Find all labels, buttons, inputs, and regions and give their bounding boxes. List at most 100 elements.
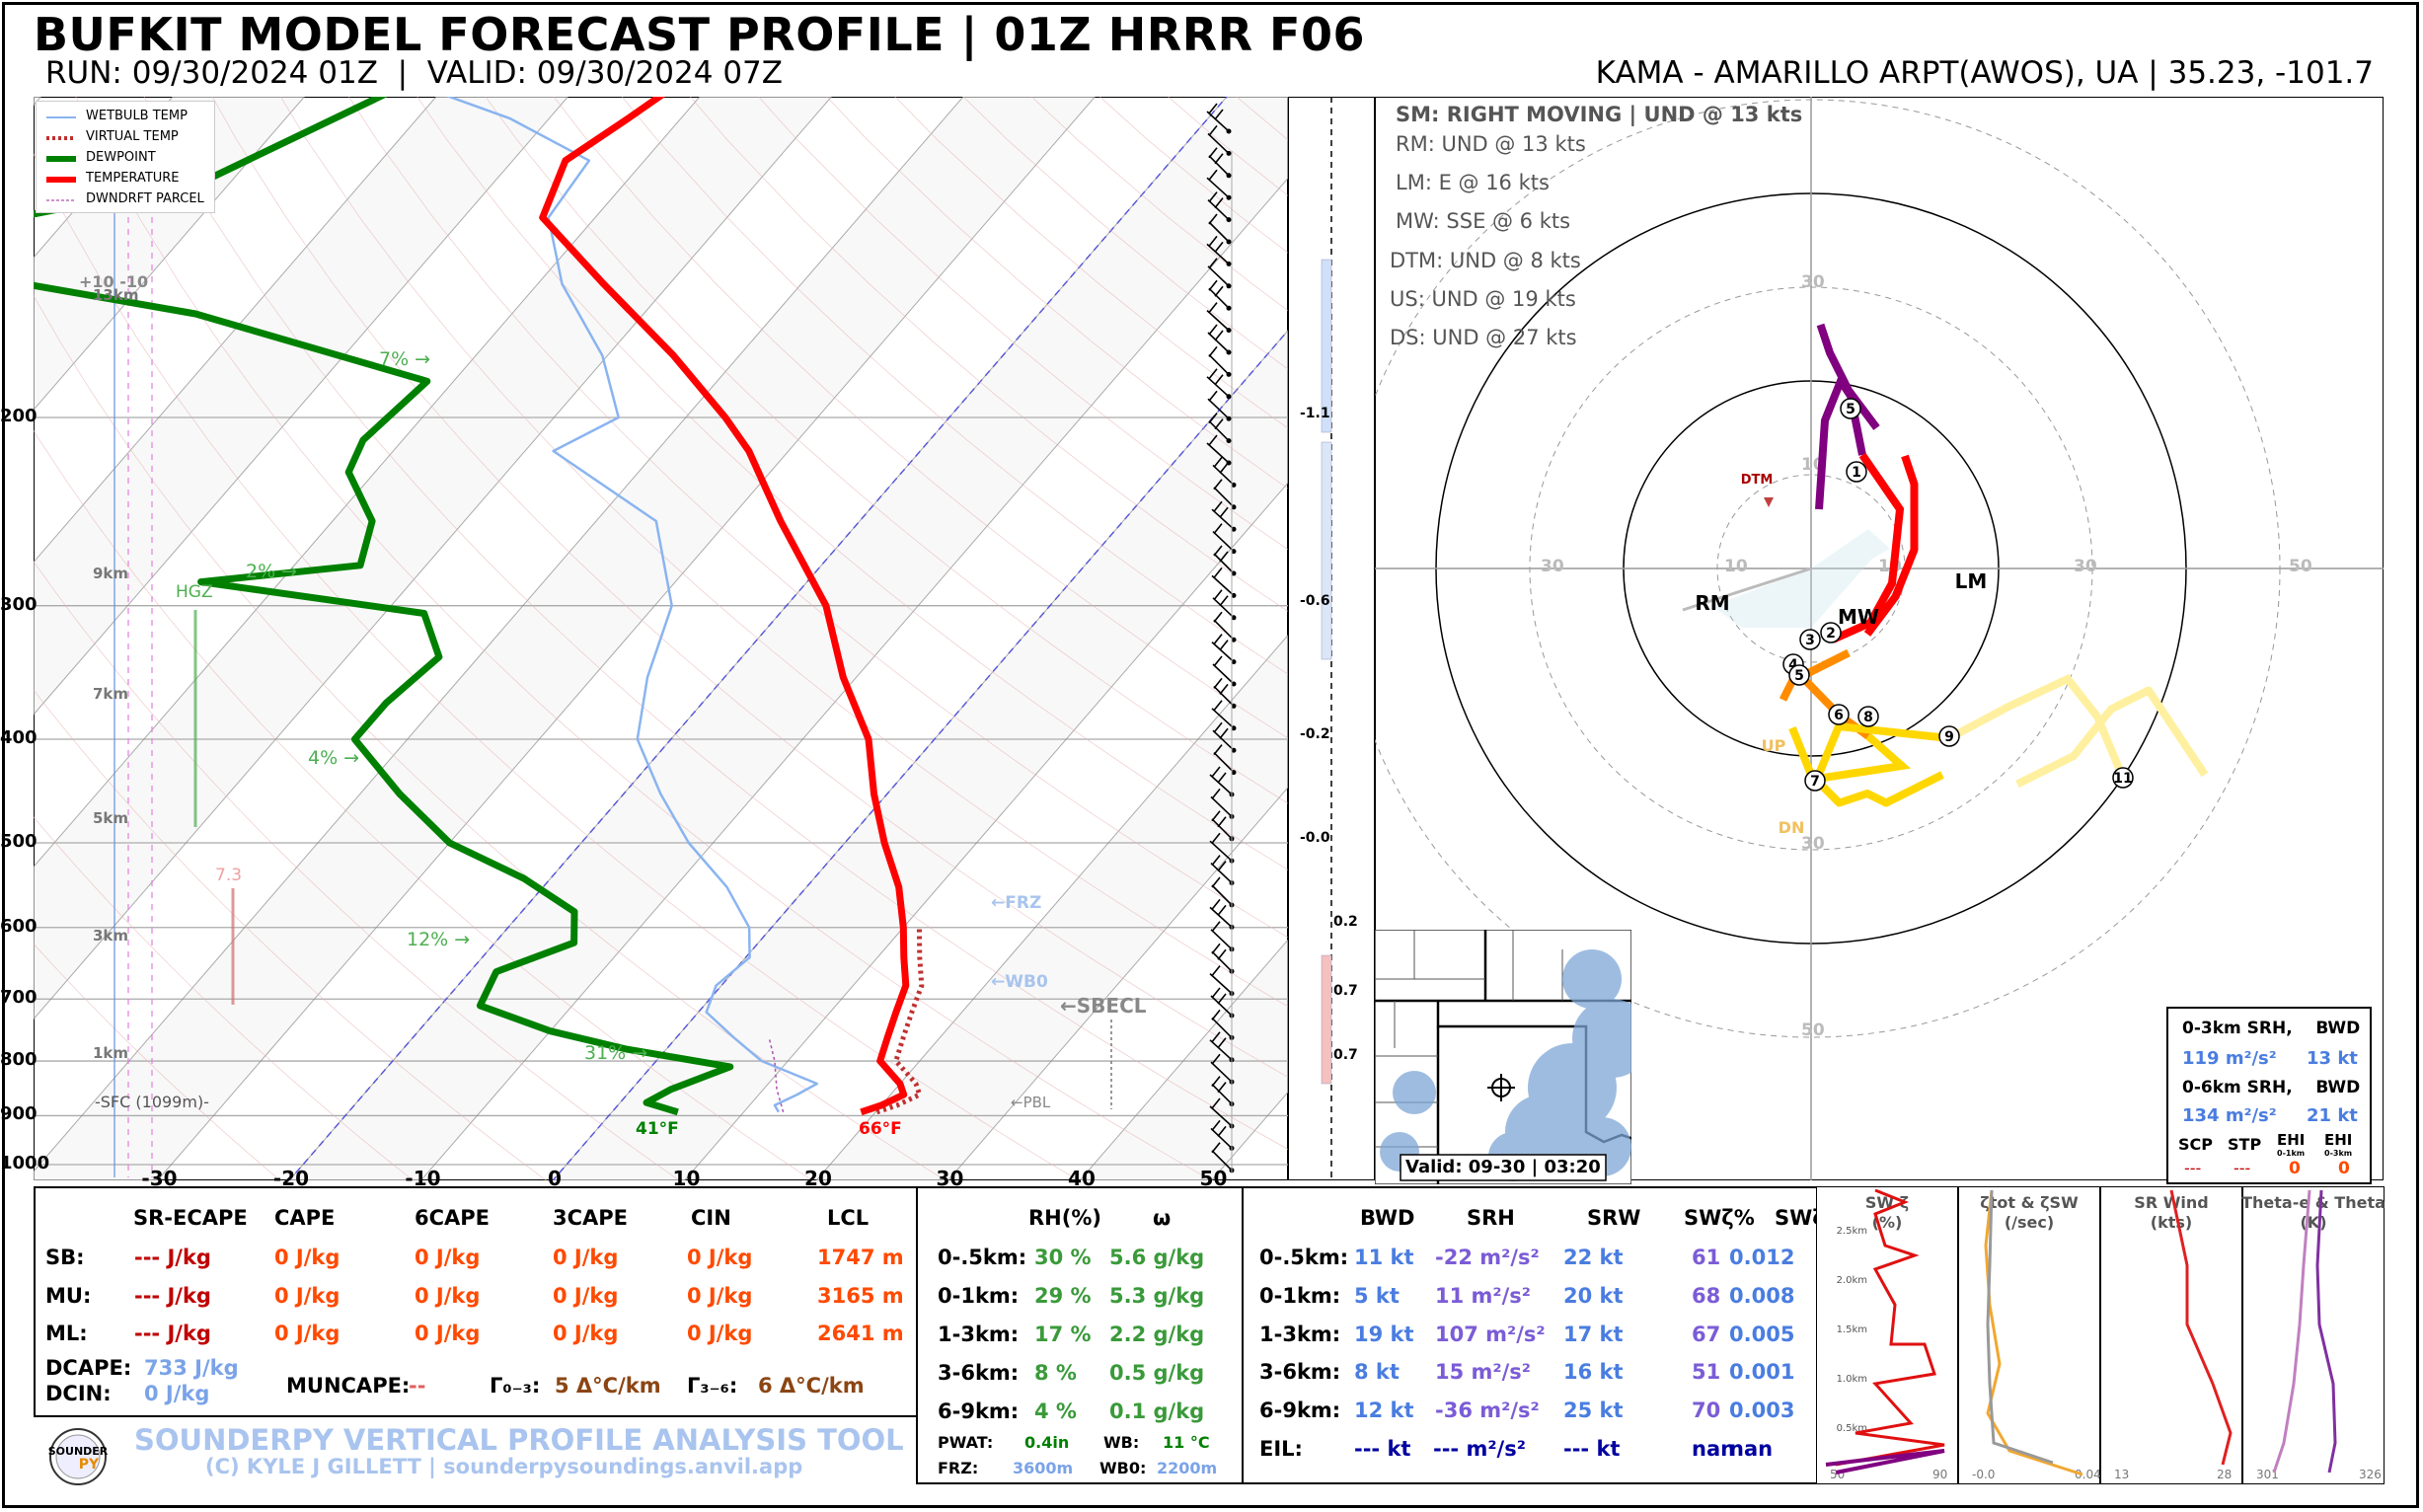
- bwd-06-value: 21 kt: [2307, 1105, 2358, 1126]
- hodo-segment: [1863, 454, 1919, 637]
- kinematic-row-label: EIL:: [1259, 1437, 1303, 1461]
- kinematic-header: SRW: [1587, 1206, 1641, 1230]
- skewt-annotation: 2% →: [246, 561, 297, 582]
- wind-barb: [1211, 500, 1237, 532]
- kinematic-table: [1242, 1186, 1818, 1484]
- moisture-row-label: 1-3km:: [938, 1323, 1020, 1346]
- kinematic-cell: 16 kt: [1563, 1360, 1624, 1385]
- run-valid-subtitle: RUN: 09/30/2024 01Z | VALID: 09/30/2024 …: [45, 55, 784, 91]
- omega-bar: [1321, 441, 1332, 660]
- pressure-tick-label: 500: [0, 830, 38, 852]
- lapse-36-value: 6 Δ°C/km: [758, 1374, 865, 1398]
- kinematic-cell: 0.003: [1729, 1399, 1795, 1423]
- wind-barb: [1207, 258, 1232, 289]
- thermo-cell: 3165 m: [817, 1283, 904, 1308]
- legend-item-label: DWNDRFT PARCEL: [86, 191, 204, 206]
- omega-strip: -1.1 -0.6 -0.2 -0.0 0.2 0.7 0.7: [1288, 97, 1375, 1180]
- kinematic-cell: 0.008: [1729, 1283, 1795, 1308]
- thermo-row-label: MU:: [45, 1283, 92, 1308]
- skewt-annotation: 7.3: [215, 866, 242, 885]
- lapse-03-label: Γ₀₋₃:: [490, 1374, 541, 1398]
- skewt-annotation: +10 -10: [79, 272, 148, 291]
- kinematic-cell: 19 kt: [1354, 1322, 1414, 1346]
- storm-motion-line: DTM: UND @ 8 kts: [1390, 248, 1581, 272]
- wind-barb: [1213, 479, 1237, 510]
- kinematic-cell: --- kt: [1354, 1437, 1411, 1461]
- omega-label: -0.2: [1300, 726, 1330, 742]
- muncape-label: MUNCAPE:: [286, 1374, 411, 1398]
- thermo-cell: 0 J/kg: [274, 1283, 341, 1308]
- svg-text:8: 8: [1863, 710, 1873, 725]
- hodo-ring-label: 30: [1801, 834, 1825, 854]
- mini-xtick: -0.0: [1972, 1468, 1995, 1481]
- thermo-header: CAPE: [274, 1206, 336, 1230]
- svg-text:3: 3: [1805, 633, 1815, 648]
- svg-text:(kts): (kts): [2151, 1213, 2192, 1232]
- wind-barb: [1207, 390, 1232, 421]
- thermo-cell: 0 J/kg: [274, 1246, 341, 1269]
- mini-height-label: 2.0km: [1837, 1275, 1867, 1286]
- omega-label: 0.7: [1333, 983, 1358, 999]
- kinematic-cell: nan: [1729, 1437, 1774, 1461]
- temp-tick-label: 20: [804, 1167, 832, 1190]
- dcape-label: DCAPE:: [45, 1356, 132, 1380]
- svg-text:6: 6: [1834, 708, 1844, 723]
- thermo-cell: 0 J/kg: [415, 1283, 481, 1308]
- kinematic-cell: 22 kt: [1563, 1246, 1624, 1269]
- hodo-ring-label: 50: [2289, 557, 2312, 576]
- wind-barb: [1208, 279, 1232, 311]
- pwat-value: 0.4in: [1024, 1433, 1070, 1452]
- mixing-ratio-value: 5.3 g/kg: [1109, 1284, 1205, 1308]
- omega-bar: [1321, 259, 1332, 433]
- thermo-cell: 0 J/kg: [687, 1246, 753, 1269]
- kinematic-cell: 12 kt: [1354, 1399, 1414, 1423]
- hodo-marker: LM: [1955, 569, 1988, 593]
- dwndrft-parcel-line: [768, 1036, 785, 1113]
- kinematic-row-label: 1-3km:: [1259, 1322, 1341, 1346]
- mini-chart-title: Theta-e & Theta: [2241, 1193, 2385, 1212]
- wb-value: 11 °C: [1163, 1433, 1210, 1452]
- stp-label: STP: [2228, 1135, 2262, 1154]
- isotherm: [34, 97, 174, 259]
- thermo-cell: 0 J/kg: [687, 1322, 753, 1345]
- moisture-header: RH(%): [1028, 1206, 1101, 1230]
- wind-barb: [1212, 456, 1237, 488]
- skewt-labels: 7% → 2% → 4% → 12% → 31% → ←FRZ ←WB0 ←SBECL ←PBL…: [79, 272, 1147, 1139]
- thermo-row-label: ML:: [45, 1322, 88, 1345]
- ehi03-sub: 0-3km: [2324, 1149, 2353, 1158]
- thermo-cell: 0 J/kg: [553, 1283, 619, 1308]
- lapse-36-label: Γ₃₋₆:: [687, 1374, 738, 1398]
- isotherm: [1079, 939, 1288, 1180]
- wind-barb: [1212, 589, 1237, 621]
- hodo-height-label: 3: [1799, 629, 1821, 650]
- wind-barb: [1213, 677, 1237, 709]
- skewt-annotation: ←PBL: [1011, 1094, 1051, 1111]
- hodo-ring-label: 50: [1801, 1021, 1825, 1040]
- temp-tick-label: 30: [936, 1167, 964, 1190]
- moisture-row-label: 0-1km:: [938, 1284, 1020, 1308]
- omega-label: -0.0: [1300, 830, 1330, 846]
- temp-tick-label: -10: [405, 1167, 441, 1190]
- thermo-table: [34, 1186, 918, 1417]
- skewt-annotation: ←WB0: [991, 972, 1048, 992]
- kinematic-cell: --- m²/s²: [1433, 1437, 1526, 1461]
- dcape-value: 733 J/kg: [144, 1356, 239, 1380]
- skewt-annotation: 5km: [93, 809, 128, 827]
- thermo-header: 6CAPE: [415, 1206, 491, 1230]
- skewt-annotation: 7km: [93, 685, 128, 703]
- wb-label: WB:: [1103, 1433, 1140, 1452]
- isotherm: [552, 330, 1288, 1180]
- svg-text:7: 7: [1810, 774, 1820, 790]
- thermo-cell: --- J/kg: [134, 1322, 211, 1345]
- legend: WETBULB TEMP VIRTUAL TEMP DEWPOINT TEMPERAT…: [36, 101, 215, 213]
- hodo-height-label: 8: [1857, 706, 1879, 727]
- mini-chart-title: SR Wind: [2134, 1193, 2208, 1212]
- kinematic-cell: 0.005: [1729, 1322, 1795, 1346]
- hodo-height-label: 1: [1846, 461, 1867, 483]
- dcin-value: 0 J/kg: [144, 1382, 210, 1405]
- kinematic-row-label: 0-1km:: [1259, 1283, 1341, 1308]
- hodo-marker: DN: [1779, 818, 1805, 837]
- muncape-value: --: [409, 1374, 426, 1398]
- wind-barb: [1208, 213, 1232, 245]
- rh-value: 30 %: [1034, 1246, 1092, 1269]
